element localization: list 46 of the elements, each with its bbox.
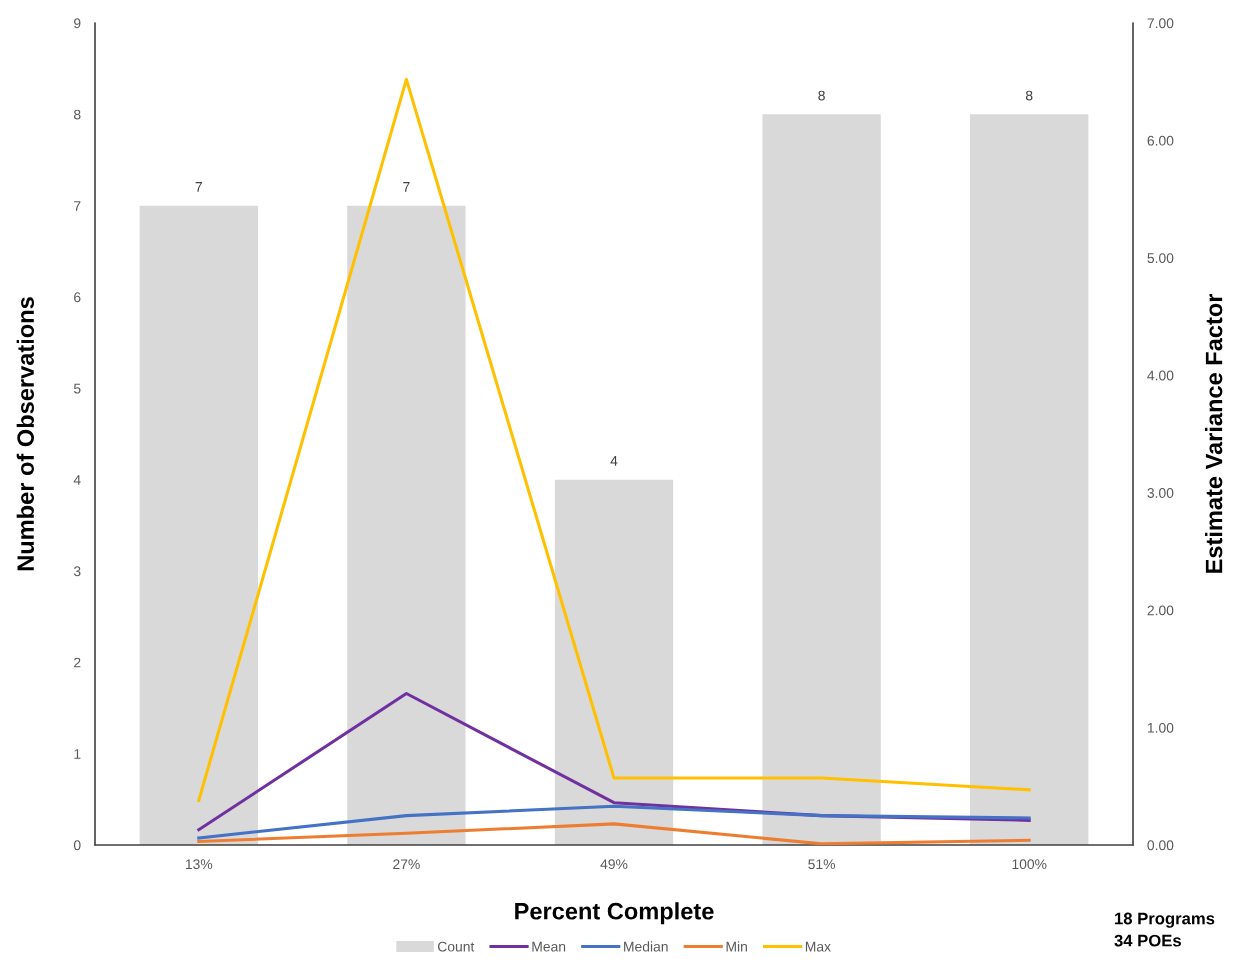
y2-tick-label: 0.00 bbox=[1147, 840, 1174, 851]
y2-tick-label: 3.00 bbox=[1147, 488, 1174, 498]
data-label: 4 bbox=[610, 456, 618, 466]
bar bbox=[139, 205, 258, 845]
y-tick-label: 0 bbox=[73, 840, 81, 851]
line-series bbox=[197, 822, 1031, 845]
x-tick-label: 51% bbox=[808, 859, 836, 870]
y2-tick-label: 5.00 bbox=[1147, 253, 1174, 264]
bar bbox=[554, 479, 674, 845]
x-tick-label: 13% bbox=[185, 859, 213, 870]
legend-label: Count bbox=[437, 941, 475, 952]
bar bbox=[762, 114, 881, 845]
y-tick-label: 9 bbox=[74, 18, 81, 29]
y2-tick-label: 4.00 bbox=[1147, 370, 1174, 381]
line-series bbox=[197, 804, 1031, 840]
legend-label: Median bbox=[624, 941, 668, 952]
y-axis-title: Number of Observations bbox=[16, 297, 34, 571]
bar bbox=[347, 205, 466, 845]
line-series bbox=[197, 77, 1031, 802]
bar bbox=[970, 114, 1089, 845]
y-tick-label: 5 bbox=[73, 383, 81, 394]
y2-tick-label: 1.00 bbox=[1147, 722, 1174, 733]
legend-label: Min bbox=[726, 941, 747, 952]
text: 34 POEs bbox=[1114, 934, 1181, 947]
data-label: 8 bbox=[1025, 90, 1033, 101]
data-label: 7 bbox=[403, 182, 410, 192]
y-tick-label: 4 bbox=[73, 475, 81, 485]
y-tick-label: 3 bbox=[73, 566, 81, 577]
y-tick-label: 8 bbox=[73, 109, 81, 120]
y2-axis-title: Estimate Variance Factor bbox=[1205, 293, 1223, 573]
y-tick-label: 1 bbox=[74, 749, 81, 759]
legend-label: Mean bbox=[532, 941, 566, 952]
y2-tick-label: 2.00 bbox=[1147, 605, 1174, 616]
y2-tick-label: 7.00 bbox=[1147, 18, 1174, 29]
y-tick-label: 2 bbox=[74, 657, 81, 668]
y-tick-label: 7 bbox=[74, 201, 81, 211]
legend-label: Max bbox=[805, 941, 831, 952]
text: 18 Programs bbox=[1115, 912, 1215, 928]
x-axis-title: Percent Complete bbox=[515, 902, 714, 925]
data-label: 8 bbox=[818, 90, 825, 101]
y2-tick-label: 6.00 bbox=[1147, 135, 1174, 146]
x-tick-label: 27% bbox=[393, 859, 420, 870]
x-tick-label: 49% bbox=[600, 859, 628, 870]
y-tick-label: 6 bbox=[74, 292, 81, 303]
x-tick-label: 100% bbox=[1012, 859, 1047, 870]
data-label: 7 bbox=[195, 182, 202, 192]
